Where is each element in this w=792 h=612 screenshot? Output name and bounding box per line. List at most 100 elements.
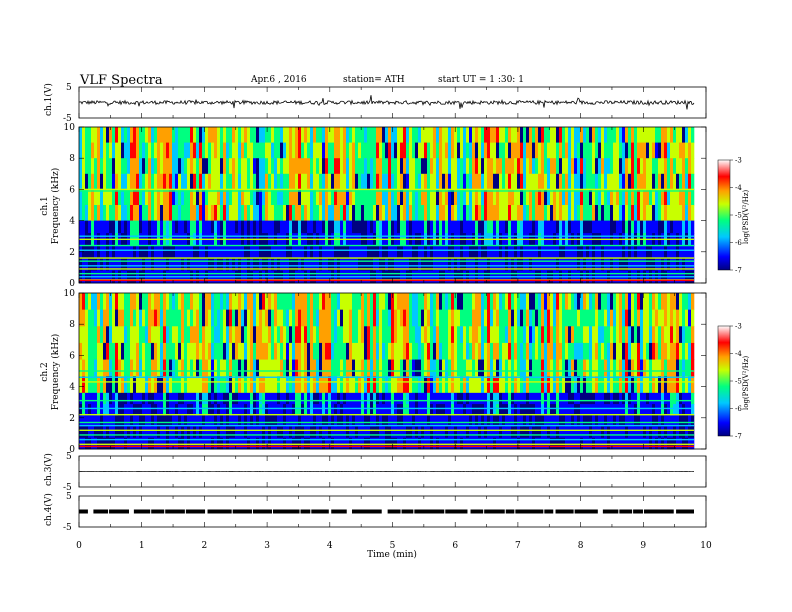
spectrogram-cell <box>460 127 464 144</box>
spectrogram-cell <box>679 376 683 394</box>
spectrogram-cell <box>424 205 428 222</box>
spectrogram-cell <box>250 404 254 416</box>
spectrogram-cell <box>367 220 371 234</box>
spectrogram-cell <box>655 258 659 272</box>
spectrogram-cell <box>406 205 410 222</box>
spectrogram-cell <box>433 220 437 234</box>
spectrogram-cell <box>304 376 308 394</box>
spectrogram-cell <box>358 376 362 394</box>
spectrogram-cell <box>490 220 494 234</box>
spectrogram-cell <box>217 220 221 234</box>
spectrogram-cell <box>235 404 239 416</box>
spectrogram-cell <box>235 359 239 377</box>
spectrogram-cell <box>289 245 293 259</box>
spectrogram-cell <box>91 426 95 439</box>
spectrogram-cell <box>265 189 269 206</box>
spectrogram-cell <box>88 142 92 159</box>
spectrogram-cell <box>508 376 512 394</box>
spectrogram-cell <box>355 189 359 206</box>
spectrogram-cell <box>151 326 155 344</box>
spectrogram-cell <box>589 189 593 206</box>
spectrogram-cell <box>496 220 500 234</box>
spectrogram-cell <box>85 158 89 175</box>
spectrogram-cell <box>214 258 218 272</box>
spectrogram-cell <box>361 392 365 405</box>
spectrogram-cell <box>259 309 263 327</box>
spectrogram-cell <box>607 359 611 377</box>
spectrogram-cell <box>643 142 647 159</box>
spectrogram-cell <box>613 326 617 344</box>
spectrogram-cell <box>133 342 137 361</box>
spectrogram-cell <box>280 415 284 428</box>
spectrogram-cell <box>100 392 104 405</box>
spectrogram-cell <box>517 142 521 159</box>
spectrogram-cell <box>250 376 254 394</box>
spectrogram-cell <box>304 258 308 272</box>
spectrogram-cell <box>175 342 179 361</box>
spectrogram-cell <box>130 205 134 222</box>
spectrogram-cell <box>466 220 470 234</box>
spectrogram-cell <box>571 426 575 439</box>
spectrogram-cell <box>217 142 221 159</box>
spectrogram-cell <box>178 415 182 428</box>
xtick-label-7: 7 <box>515 541 521 551</box>
spectrogram-cell <box>199 258 203 272</box>
spectrogram-cell <box>412 127 416 144</box>
spectrogram-cell <box>589 173 593 190</box>
spectrogram-cell <box>202 127 206 144</box>
spectrogram-cell <box>181 142 185 159</box>
spectrogram-cell <box>574 376 578 394</box>
spectrogram-cell <box>211 415 215 428</box>
spectrogram-cell <box>409 342 413 361</box>
spectrogram-cell <box>529 309 533 327</box>
spectrogram-cell <box>148 342 152 361</box>
spectrogram-cell <box>322 404 326 416</box>
spectrogram-cell <box>85 415 89 428</box>
spectrogram-cell <box>529 326 533 344</box>
spectrogram-cell <box>397 359 401 377</box>
spectrogram-cell <box>517 376 521 394</box>
spectrogram-cell <box>454 359 458 377</box>
xtick-label-10: 10 <box>700 541 712 551</box>
spectrogram-cell <box>496 309 500 327</box>
spectrogram-cell <box>538 392 542 405</box>
spectrogram-cell <box>343 359 347 377</box>
spectrogram-cell <box>556 205 560 222</box>
spectrogram-cell <box>685 245 689 259</box>
spectrogram-cell <box>574 415 578 428</box>
spectrogram-cell <box>514 359 518 377</box>
spectrogram-cell <box>664 342 668 361</box>
spectrogram-cell <box>256 376 260 394</box>
spectrogram-cell <box>547 173 551 190</box>
spectrogram-cell <box>592 415 596 428</box>
spectrogram-cell <box>472 293 476 311</box>
spectrogram-cell <box>211 309 215 327</box>
spectrogram-cell <box>622 189 626 206</box>
spectrogram-cell <box>502 258 506 272</box>
spectrogram-cell <box>361 258 365 272</box>
ch4-pulse <box>151 509 165 514</box>
spectrogram-cell <box>553 359 557 377</box>
spectrogram-cell <box>571 293 575 311</box>
spectrogram-cell <box>589 205 593 222</box>
spectrogram-cell <box>319 392 323 405</box>
spectrogram-cell <box>337 392 341 405</box>
spectrogram-cell <box>193 326 197 344</box>
spectrogram-cell <box>325 342 329 361</box>
spectrogram-cell <box>271 392 275 405</box>
spectrogram-cell <box>508 127 512 144</box>
spectrogram-cell <box>220 258 224 272</box>
spectrogram-cell <box>343 258 347 272</box>
spectrogram-cell <box>652 205 656 222</box>
spectrogram-cell <box>643 426 647 439</box>
spectrogram-cell <box>676 404 680 416</box>
spectrogram-cell <box>604 376 608 394</box>
spectrogram-cell <box>316 245 320 259</box>
spectrogram-cell <box>424 426 428 439</box>
ch4-pulse <box>311 509 329 514</box>
spectrogram-cell <box>97 342 101 361</box>
spectrogram-cell <box>376 326 380 344</box>
spectrogram-cell <box>568 426 572 439</box>
spectrogram-cell <box>562 245 566 259</box>
spectrogram-cell <box>415 173 419 190</box>
